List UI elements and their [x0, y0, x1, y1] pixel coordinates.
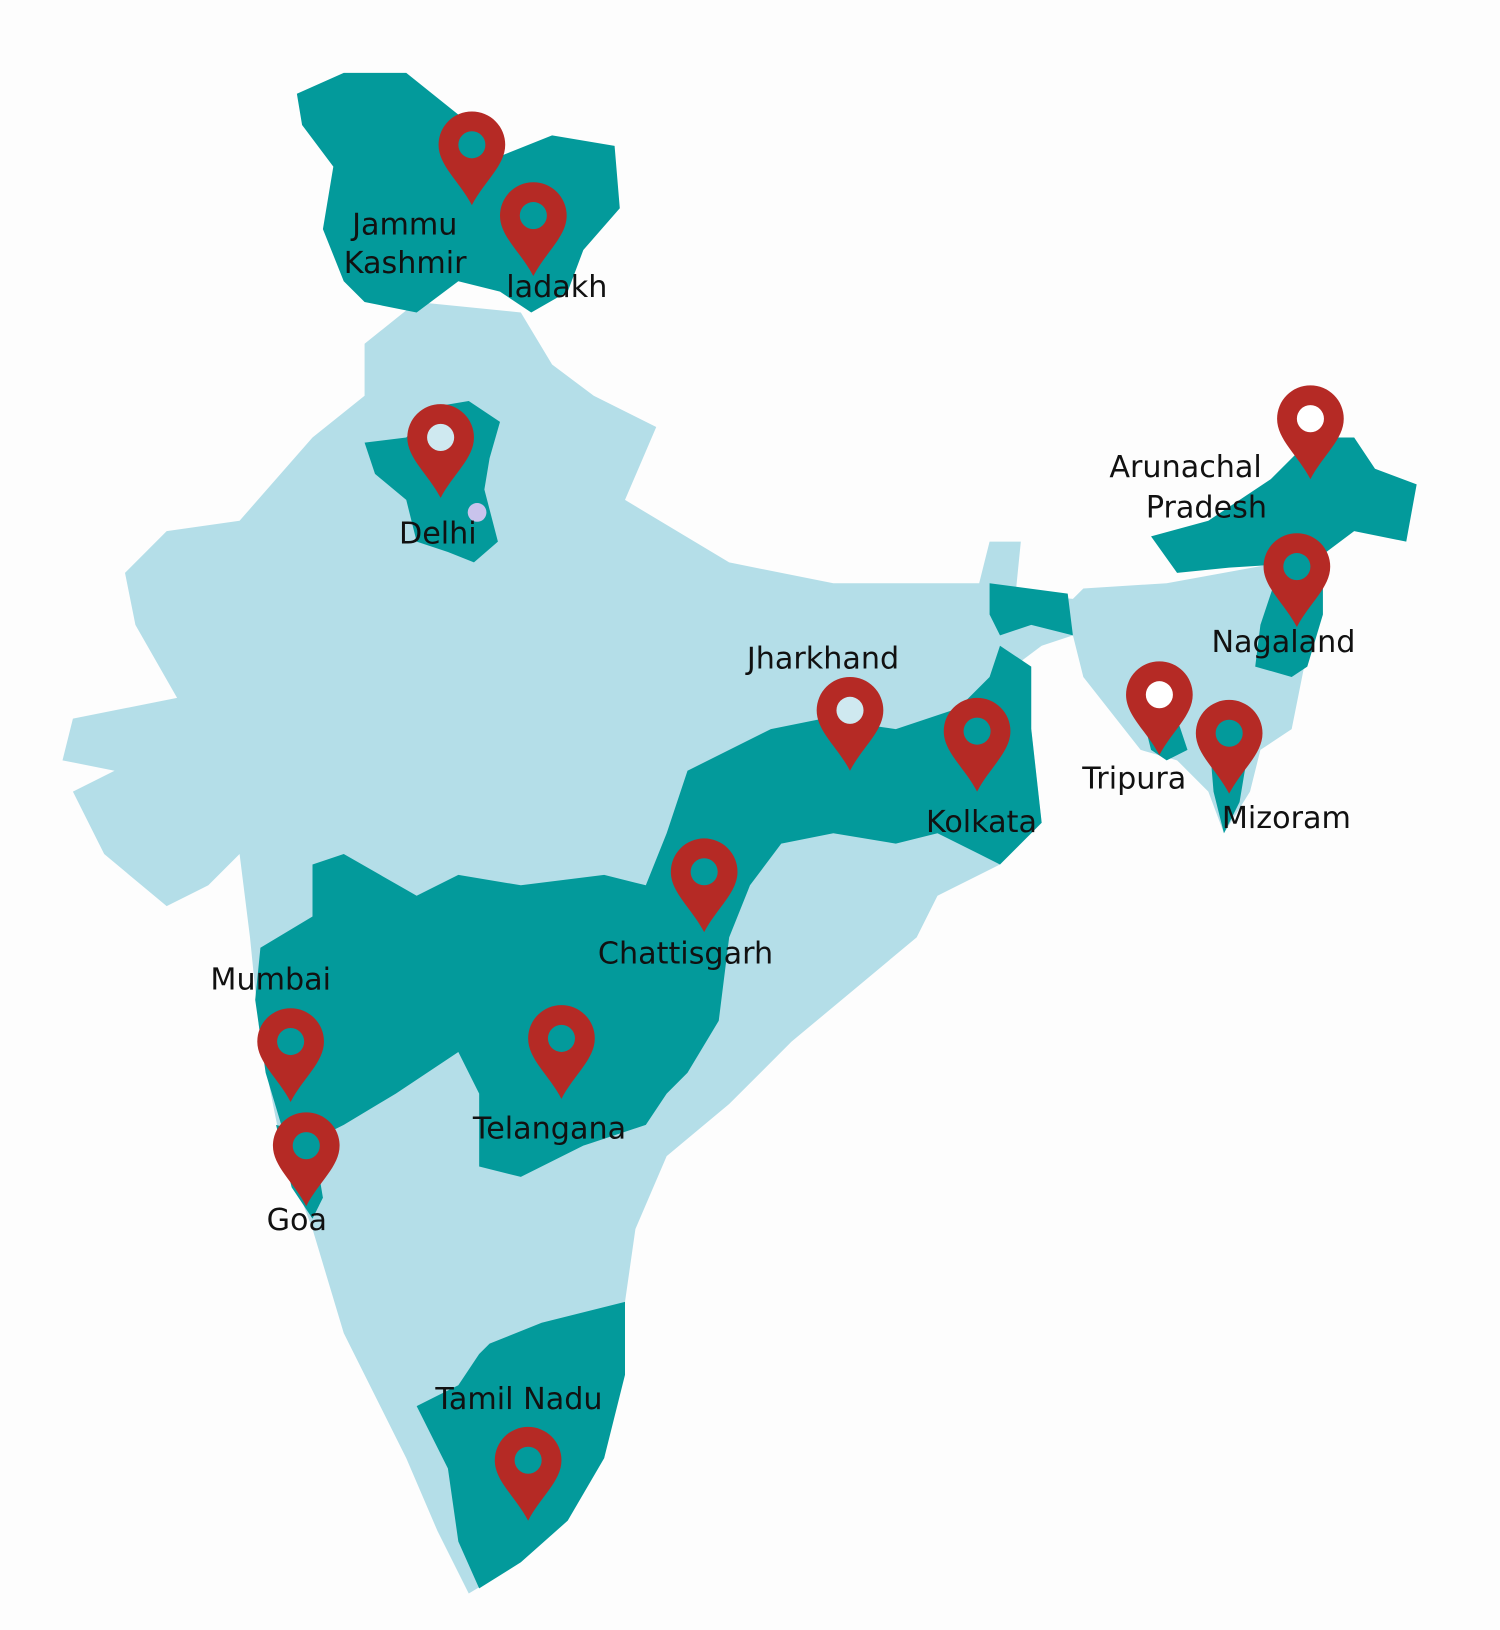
location-label-mizoram: Mizoram	[1222, 801, 1351, 836]
pin-center	[690, 858, 718, 886]
pin-center	[292, 1132, 320, 1160]
pin-center	[458, 131, 486, 159]
map-pin-icon-delhi[interactable]	[407, 404, 474, 498]
location-label-telangana: Telangana	[472, 1111, 626, 1146]
map-pin-icon-jharkhand[interactable]	[816, 676, 884, 771]
region-central-east	[255, 645, 1042, 1177]
location-label-jammu-kashmir: Jammu	[350, 207, 457, 242]
delhi-nct	[467, 503, 487, 522]
pin-center	[514, 1446, 542, 1474]
region-west-bengal-north	[989, 583, 1073, 636]
pin-center	[1145, 681, 1173, 709]
location-label-nagaland: Nagaland	[1211, 625, 1355, 660]
pin-center	[427, 423, 455, 451]
location-label-chattisgarh: Chattisgarh	[598, 936, 773, 971]
map-pin-icon-tripura[interactable]	[1126, 661, 1193, 756]
pin-center	[547, 1024, 575, 1052]
location-label-tamil-nadu: Tamil Nadu	[434, 1382, 602, 1417]
location-label-goa: Goa	[267, 1203, 327, 1238]
map-pin-icon-mizoram[interactable]	[1195, 699, 1263, 794]
location-label-delhi: Delhi	[399, 517, 477, 552]
region-arunachal-pradesh	[1151, 437, 1417, 573]
pin-center	[1215, 719, 1243, 747]
location-label-arunachal-pradesh: Arunachal	[1109, 450, 1261, 485]
pin-center	[836, 696, 864, 724]
map-pin-icon-tamil-nadu[interactable]	[494, 1426, 562, 1521]
map-pin-icon-chattisgarh[interactable]	[670, 838, 738, 933]
location-label-ladakh: ladakh	[506, 270, 607, 305]
pin-body	[438, 111, 506, 206]
location-label-arunachal-pradesh: Pradesh	[1146, 491, 1267, 526]
map-pin-icon-mumbai[interactable]	[257, 1008, 324, 1102]
pin-center	[519, 202, 547, 230]
map-pin-icon-ladakh[interactable]	[500, 182, 567, 277]
location-label-mumbai: Mumbai	[210, 962, 331, 997]
map-pin-icon-kolkata[interactable]	[943, 697, 1011, 792]
pin-center	[1296, 405, 1324, 433]
map-pin-icon-jammu-kashmir[interactable]	[438, 111, 506, 206]
map-pin-icon-telangana[interactable]	[528, 1005, 595, 1099]
pin-center	[1283, 553, 1311, 581]
location-label-kolkata: Kolkata	[926, 805, 1037, 840]
map-pin-icon-goa[interactable]	[272, 1112, 340, 1207]
map-pin-icon-nagaland[interactable]	[1263, 533, 1331, 628]
location-label-jammu-kashmir: Kashmir	[344, 246, 467, 281]
map-pin-icon-arunachal-pradesh[interactable]	[1277, 385, 1344, 480]
location-label-jharkhand: Jharkhand	[745, 642, 899, 677]
location-label-tripura: Tripura	[1081, 761, 1186, 796]
pin-center	[277, 1027, 305, 1056]
pin-center	[963, 717, 991, 745]
